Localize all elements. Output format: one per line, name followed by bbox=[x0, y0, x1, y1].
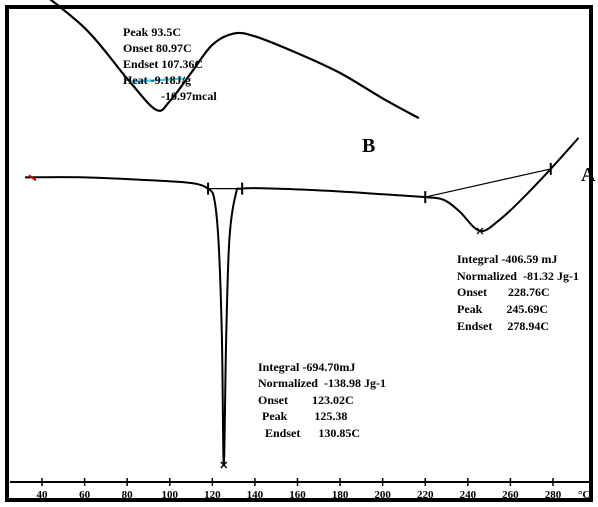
x-tick-label: 180 bbox=[332, 489, 349, 501]
x-tick-label: 40 bbox=[37, 489, 49, 501]
peak-1-peak-text: Peak 125.38 bbox=[262, 409, 347, 423]
peak-1-normalized-text: Normalized -138.98 Jg-1 bbox=[258, 376, 386, 390]
peak-1-endset-text: Endset 130.85C bbox=[265, 426, 360, 440]
x-tick-label: 120 bbox=[204, 489, 221, 501]
x-tick-label: 200 bbox=[374, 489, 391, 501]
x-tick-label: 280 bbox=[545, 489, 562, 501]
curve-a-peak-2-annotation: Integral -406.59 mJ Normalized -81.32 Jg… bbox=[457, 252, 579, 333]
peak-2-onset-text: Onset 228.76C bbox=[457, 285, 550, 299]
curve-b-heat-text: Heat -9.18J/g bbox=[123, 73, 191, 87]
curve-markers bbox=[207, 162, 552, 469]
peak-2-normalized-text: Normalized -81.32 Jg-1 bbox=[457, 269, 579, 283]
peak-2-endset-text: Endset 278.94C bbox=[457, 319, 549, 333]
x-tick-label: 160 bbox=[289, 489, 306, 501]
x-tick-label: 100 bbox=[162, 489, 179, 501]
x-tick-label: 240 bbox=[460, 489, 477, 501]
curve-b-heat-mcal-text: -10.97mcal bbox=[161, 89, 217, 103]
peak-1-integral-text: Integral -694.70mJ bbox=[258, 360, 355, 374]
curve-b-line bbox=[49, 0, 420, 120]
x-axis-unit: °C bbox=[578, 489, 590, 501]
peak-2-integral-text: Integral -406.59 mJ bbox=[457, 252, 557, 266]
curve-b-label: B bbox=[362, 135, 375, 157]
curve-a-peak-2-baseline bbox=[425, 168, 551, 198]
curve-b-baseline bbox=[129, 77, 186, 83]
x-axis-ticks: 40 60 80 100 120 140 160 180 200 220 240 260 280 bbox=[37, 478, 562, 501]
x-tick-label: 260 bbox=[502, 489, 519, 501]
curve-a-peak-1-annotation: Integral -694.70mJ Normalized -138.98 Jg… bbox=[258, 360, 386, 440]
curve-b-onset-text: Onset 80.97C bbox=[123, 41, 192, 55]
curve-a-label: A bbox=[581, 164, 596, 186]
curve-a-start-marker bbox=[28, 174, 37, 182]
x-tick-label: 220 bbox=[417, 489, 434, 501]
chart-border bbox=[5, 5, 593, 502]
curve-a-peak-marker bbox=[476, 227, 484, 235]
curve-b-annotation: Peak 93.5C Onset 80.97C Endset 107.36C H… bbox=[123, 25, 217, 103]
peak-1-onset-text: Onset 123.02C bbox=[258, 393, 354, 407]
curve-b-peak-text: Peak 93.5C bbox=[123, 25, 181, 39]
x-tick-label: 80 bbox=[122, 489, 134, 501]
x-tick-label: 60 bbox=[79, 489, 91, 501]
x-tick-label: 140 bbox=[247, 489, 264, 501]
curve-a-peak-marker bbox=[220, 461, 228, 469]
curve-b-endset-text: Endset 107.36C bbox=[123, 57, 203, 71]
peak-2-peak-text: Peak 245.69C bbox=[457, 302, 548, 316]
